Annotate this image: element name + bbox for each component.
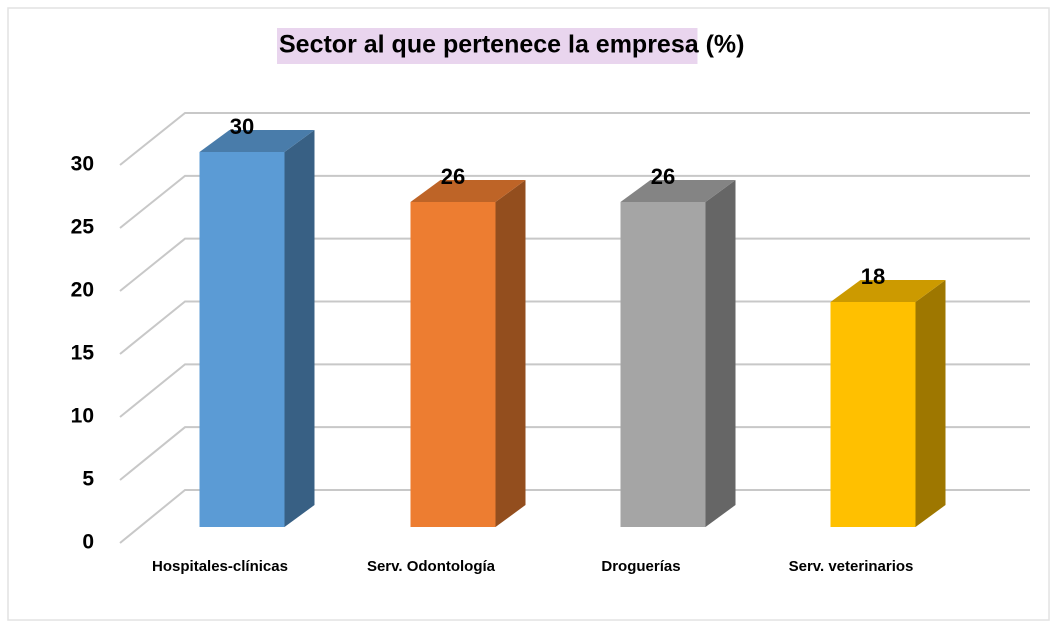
grid-line [119, 112, 1030, 166]
bar [199, 152, 285, 527]
value-label: 18 [861, 264, 885, 289]
grid-line [119, 426, 1030, 481]
value-label: 26 [651, 164, 675, 189]
x-tick-label: Droguerías [601, 558, 680, 575]
bar [410, 202, 496, 527]
grid-line [119, 363, 1030, 418]
x-tick-label: Hospitales-clínicas [152, 558, 288, 575]
bar-side [915, 280, 946, 527]
chart-title: Sector al que pertenece la empresa (%) [279, 31, 744, 59]
x-tick-label: Serv. Odontología [367, 558, 496, 575]
y-tick-label: 20 [71, 279, 94, 302]
bar-top [410, 180, 526, 202]
grid-line [119, 174, 1030, 229]
value-label: 30 [230, 114, 254, 139]
bar-top [620, 180, 736, 202]
bar-side [705, 180, 736, 527]
grid-line [119, 489, 1030, 544]
grid-line [119, 300, 1030, 355]
y-tick-label: 10 [71, 405, 94, 428]
bar [620, 202, 706, 527]
bar-top [199, 130, 315, 152]
bar-top [830, 280, 946, 302]
bar-side [284, 130, 315, 527]
bar [830, 302, 916, 527]
grid-line [119, 237, 1030, 292]
x-tick-label: Serv. veterinarios [789, 558, 914, 575]
value-label: 26 [441, 164, 465, 189]
y-tick-label: 0 [82, 531, 94, 554]
bar-side [495, 180, 526, 527]
y-tick-label: 15 [71, 342, 95, 365]
y-tick-label: 30 [71, 153, 94, 176]
y-tick-label: 25 [71, 216, 95, 239]
y-tick-label: 5 [82, 468, 94, 491]
title-highlight [277, 28, 698, 64]
